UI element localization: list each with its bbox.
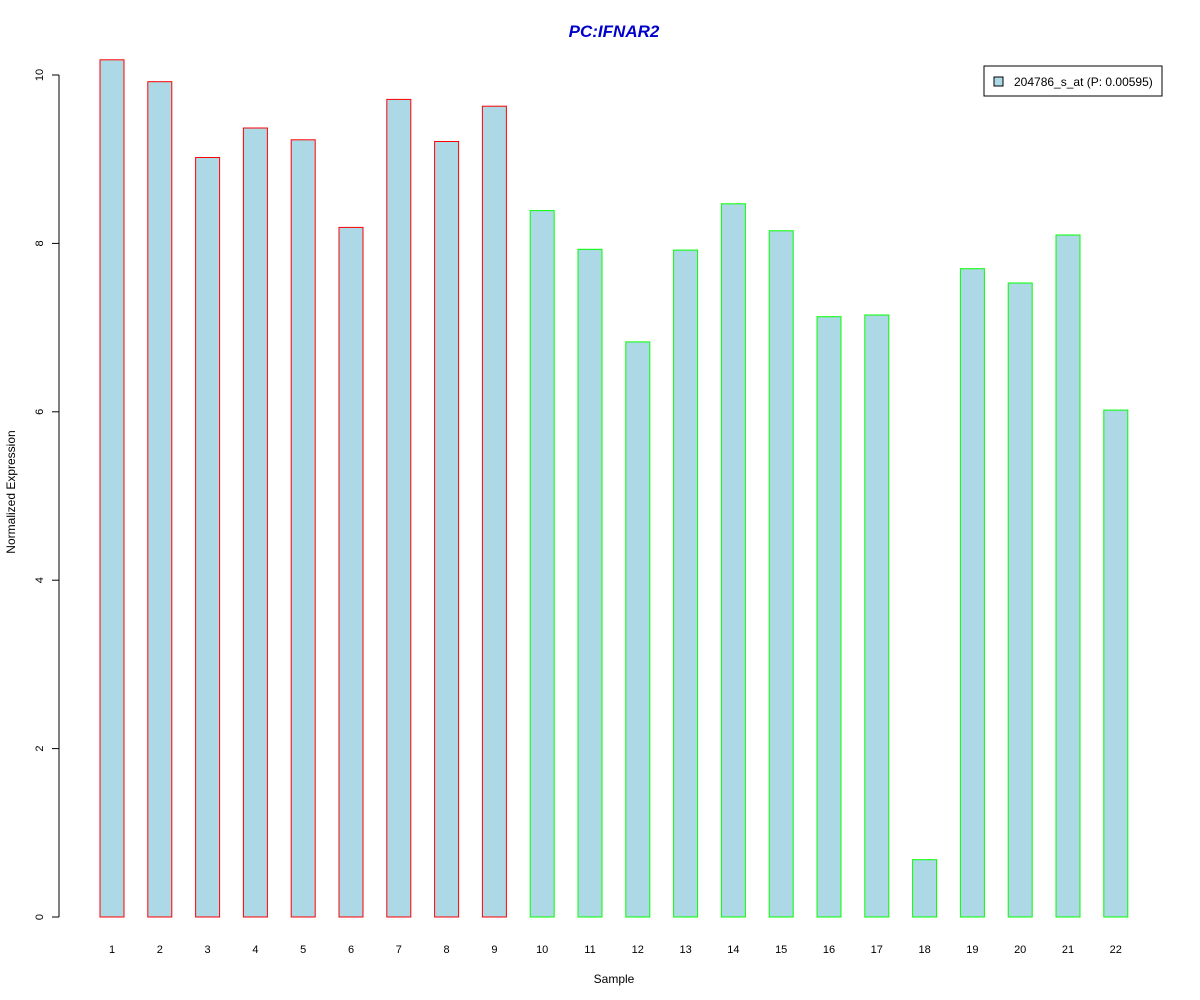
bar-sample-12	[625, 341, 651, 918]
chart-title: PC:IFNAR2	[569, 22, 660, 41]
y-tick-label: 0	[34, 914, 46, 920]
x-tick-label: 16	[823, 944, 835, 956]
x-tick-label: 5	[300, 944, 306, 956]
bar-sample-21	[1055, 234, 1081, 918]
bar-sample-17	[864, 314, 890, 918]
bar-sample-7	[386, 98, 412, 918]
bar-sample-14	[720, 203, 746, 918]
bar-sample-3	[195, 157, 221, 918]
legend-swatch	[993, 76, 1004, 87]
y-tick-label: 10	[34, 69, 46, 81]
x-tick-label: 14	[727, 944, 739, 956]
x-tick-label: 8	[444, 944, 450, 956]
x-tick-label: 11	[584, 944, 595, 956]
bar-sample-15	[768, 230, 794, 918]
x-tick-label: 4	[252, 944, 258, 956]
y-tick-label: 2	[34, 746, 46, 752]
x-tick-label: 7	[396, 944, 402, 956]
x-tick-label: 2	[157, 944, 163, 956]
x-tick-label: 22	[1110, 944, 1122, 956]
legend-box	[983, 65, 1163, 97]
x-tick-label: 19	[966, 944, 978, 956]
y-axis-label: Normalized Expression	[4, 430, 18, 553]
bar-sample-13	[673, 249, 699, 918]
bar-sample-5	[290, 139, 316, 918]
bar-sample-20	[1007, 282, 1033, 918]
x-tick-label: 6	[348, 944, 354, 956]
x-tick-label: 21	[1062, 944, 1074, 956]
x-tick-label: 15	[775, 944, 787, 956]
y-tick-label: 8	[34, 240, 46, 246]
bars-group	[99, 59, 1129, 918]
x-tick-label: 13	[679, 944, 691, 956]
bar-sample-16	[816, 316, 842, 918]
x-tick-label: 3	[205, 944, 211, 956]
x-axis-label: Sample	[594, 972, 635, 986]
x-tick-labels: 1 2 3 4 5 6 7 8 9 10 11 12 13 14 15 16 17 18 19 20 21 22	[109, 944, 1122, 956]
y-tick-label: 4	[34, 577, 46, 583]
bar-sample-8	[434, 141, 460, 918]
bar-sample-11	[577, 248, 603, 918]
legend-label: 204786_s_at (P: 0.00595)	[1014, 75, 1153, 89]
bar-sample-18	[912, 859, 938, 918]
bar-sample-9	[481, 105, 507, 918]
bar-sample-2	[147, 81, 173, 918]
bar-sample-1	[99, 59, 125, 918]
x-tick-label: 17	[871, 944, 883, 956]
legend: 204786_s_at (P: 0.00595)	[983, 65, 1163, 97]
x-tick-label: 18	[918, 944, 930, 956]
x-tick-label: 9	[491, 944, 497, 956]
bar-sample-4	[242, 127, 268, 918]
x-tick-label: 10	[536, 944, 548, 956]
x-tick-label: 20	[1014, 944, 1026, 956]
y-axis: 0 2 4 6 8 10	[34, 69, 60, 920]
y-tick-label: 6	[34, 409, 46, 415]
bar-sample-19	[959, 268, 985, 918]
x-tick-label: 1	[109, 944, 115, 956]
x-tick-label: 12	[632, 944, 644, 956]
bar-sample-10	[529, 210, 555, 918]
bar-sample-6	[338, 226, 364, 918]
bar-sample-22	[1103, 409, 1129, 918]
